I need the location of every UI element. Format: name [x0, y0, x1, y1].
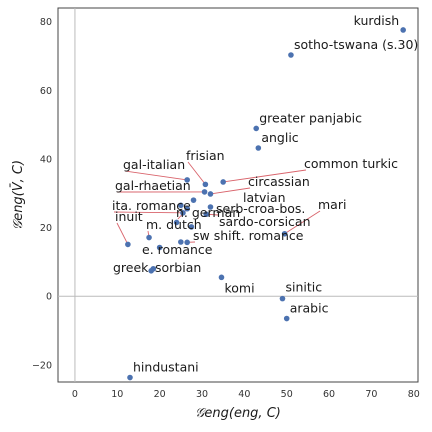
data-point [400, 27, 406, 33]
data-point [156, 244, 163, 251]
point-label: kurdish [354, 13, 400, 28]
x-axis-label: 𝒢eng(eng, C) [195, 406, 281, 421]
point-label: gal-rhaetian [115, 178, 191, 193]
data-point [281, 230, 288, 237]
data-point [201, 189, 208, 195]
point-label: sinitic [285, 280, 322, 295]
point-label: hindustani [133, 360, 199, 375]
point-label: m. dutch [146, 217, 202, 232]
point-label: serb-croa-bos. [216, 201, 305, 216]
point-labels: kurdish sotho-tswana (s.30) greater panjab… [112, 13, 418, 375]
leader-line [187, 161, 206, 185]
data-point [207, 191, 214, 197]
leader-line [113, 211, 183, 214]
leader-line [210, 187, 251, 195]
data-point [184, 177, 190, 183]
data-point [180, 210, 186, 216]
data-point [190, 197, 197, 203]
data-point [173, 219, 180, 226]
point-label: greater panjabic [259, 110, 362, 125]
leader-line [223, 169, 307, 183]
data-point [207, 204, 214, 210]
point-label: sardo-corsican [219, 214, 311, 229]
data-point [202, 181, 209, 188]
point-label: inuit [115, 209, 143, 224]
point-label: arabic [290, 301, 329, 316]
y-axis-label: 𝒢eng(V̄, C) [11, 160, 26, 230]
data-point [220, 179, 226, 185]
x-tick-label: 30 [196, 389, 208, 400]
data-point [178, 202, 184, 209]
y-tick-label: 40 [40, 154, 52, 165]
data-point [253, 125, 260, 132]
point-label: n. german [176, 205, 240, 220]
data-point [125, 241, 131, 248]
y-tick-label: −20 [32, 360, 52, 371]
point-label: circassian [248, 174, 310, 189]
data-point [279, 295, 286, 302]
y-ticks: −20 0 20 40 60 80 [32, 17, 52, 371]
point-label: common turkic [304, 156, 398, 171]
point-label: latvian [243, 190, 286, 205]
data-point [203, 211, 210, 218]
data-point [288, 52, 294, 58]
leader-line [124, 170, 188, 181]
y-tick-label: 20 [40, 223, 52, 234]
point-label: frisian [186, 148, 225, 163]
x-tick-label: 50 [281, 389, 293, 400]
point-label: mari [318, 197, 346, 212]
data-point [178, 239, 184, 245]
point-label: sotho-tswana (s.30) [294, 37, 418, 52]
data-point [218, 274, 225, 281]
data-point [146, 234, 152, 241]
point-label: anglic [261, 130, 298, 145]
point-label: gal-italian [123, 157, 185, 172]
data-point [188, 224, 195, 230]
data-points [125, 27, 406, 381]
leader-line [116, 222, 129, 245]
y-tick-label: 60 [40, 86, 52, 97]
point-label: sw shift. romance [193, 228, 304, 243]
data-point [283, 315, 290, 322]
leader-lines [113, 161, 321, 245]
x-tick-label: 0 [72, 389, 78, 400]
x-tick-label: 70 [365, 389, 377, 400]
point-label: komi [224, 280, 254, 295]
data-point [255, 145, 262, 151]
data-point [184, 239, 190, 246]
x-tick-label: 20 [154, 389, 166, 400]
plot-area [57, 7, 419, 383]
data-point [148, 268, 154, 274]
point-label: greek [113, 260, 149, 275]
x-tick-label: 60 [323, 389, 335, 400]
data-point [184, 205, 190, 212]
x-tick-label: 80 [408, 389, 420, 400]
x-tick-label: 40 [238, 389, 250, 400]
x-ticks: 0 10 20 30 40 50 60 70 80 [72, 389, 420, 400]
leader-line [284, 210, 321, 235]
data-point [127, 374, 133, 381]
y-tick-label: 0 [46, 292, 52, 303]
y-tick-label: 80 [40, 17, 52, 28]
point-label: ita. romance [112, 198, 191, 213]
point-label: e. romance [142, 242, 213, 257]
x-tick-label: 10 [111, 389, 123, 400]
point-label: sorbian [155, 260, 201, 275]
